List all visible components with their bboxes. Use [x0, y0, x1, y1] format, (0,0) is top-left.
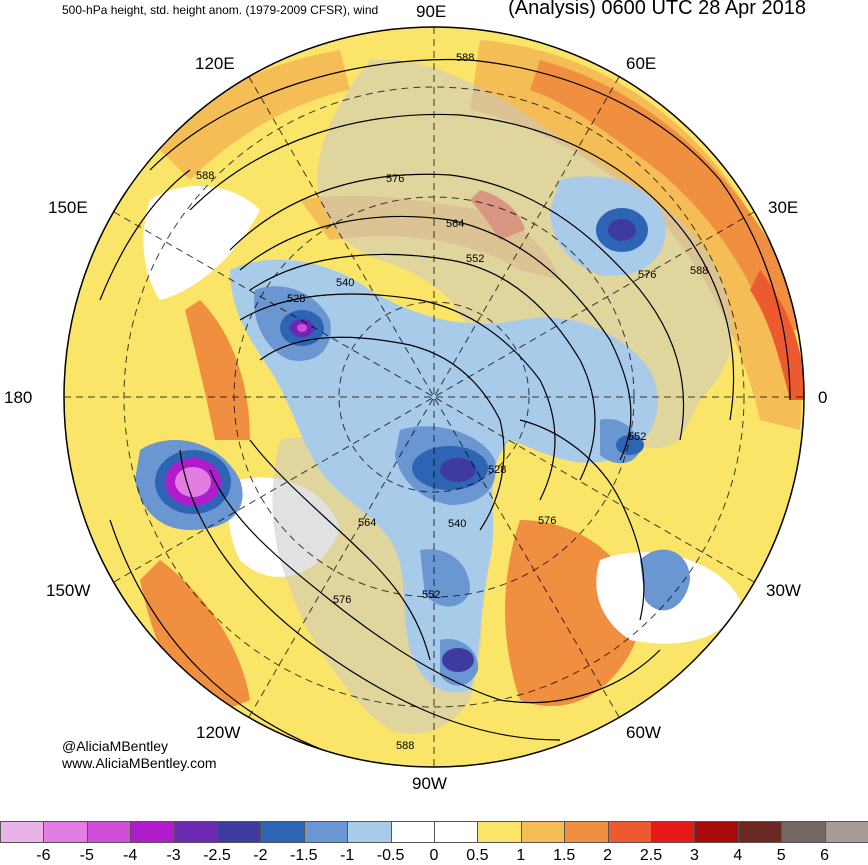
lat-lon-grid [64, 27, 804, 767]
colorbar-swatch [651, 821, 696, 843]
colorbar-swatch [607, 821, 652, 843]
lon-label-120e: 120E [195, 54, 235, 73]
colorbar-tick-label: -3 [166, 847, 181, 864]
colorbar-swatch [434, 821, 479, 843]
contour-label: 552 [628, 431, 646, 443]
colorbar-tick-label: -2.5 [203, 847, 231, 864]
colorbar-swatch [737, 821, 783, 843]
colorbar-swatch [520, 821, 566, 843]
lon-label-150e: 150E [48, 198, 88, 217]
colorbar-tick-label: 4 [733, 847, 743, 864]
contour-label: 576 [638, 269, 656, 281]
contour-label: 528 [488, 464, 506, 476]
lon-label-180: 180 [4, 388, 32, 407]
colorbar-swatch [217, 821, 262, 843]
colorbar-tick-label: 1 [516, 847, 526, 864]
colorbar-swatch [694, 821, 739, 843]
colorbar-swatch [477, 821, 522, 843]
colorbar-swatch [130, 821, 175, 843]
colorbar-tick-label: 0.5 [466, 847, 489, 864]
anomaly-negative-region [420, 549, 470, 607]
colorbar-swatch [390, 821, 435, 843]
polar-map: 588 576 564 552 540 528 528 540 552 564 … [4, 2, 827, 793]
colorbar-swatch [173, 821, 218, 843]
contour-label: 540 [448, 518, 466, 530]
colorbar-tick-label: -5 [79, 847, 94, 864]
contour-label: 576 [386, 173, 404, 185]
colorbar-tick-label: 2 [603, 847, 613, 864]
contour-label: 528 [287, 293, 305, 305]
colorbar-tick-label: 2.5 [639, 847, 663, 864]
analysis-time: (Analysis) 0600 UTC 28 Apr 2018 [508, 0, 806, 19]
anomaly-colorbar: -6 -5 -4 -3 -2.5 -2 -1.5 -1 -0.5 0 0.5 1 1.5 2 2.5 3 4 5 6 [0, 821, 868, 865]
lon-label-90e: 90E [416, 2, 446, 21]
colorbar-swatch [260, 821, 305, 843]
credit-twitter: @AliciaMBentley [62, 738, 169, 754]
contour-label: 588 [456, 52, 474, 64]
low-center [175, 467, 211, 497]
map-border [63, 26, 805, 768]
height-contours [99, 58, 791, 761]
contour-label: 588 [396, 740, 414, 752]
contour-label: 588 [196, 170, 214, 182]
colorbar-swatch [43, 821, 88, 843]
contour-label: 576 [538, 515, 556, 527]
contour-label: 540 [336, 277, 354, 289]
colorbar-tick-label: 1.5 [553, 847, 576, 864]
contour-label: 564 [358, 517, 376, 529]
lon-label-60w: 60W [626, 723, 661, 742]
colorbar-swatch [347, 821, 392, 843]
lon-label-60e: 60E [626, 54, 656, 73]
low-center [608, 219, 636, 241]
lon-label-0: 0 [818, 388, 827, 407]
anomaly-neutral-region [143, 186, 260, 300]
colorbar-swatch [303, 821, 349, 843]
colorbar-tick-label: -4 [123, 847, 138, 864]
lon-label-150w: 150W [46, 581, 90, 600]
colorbar-tick-label: -6 [36, 847, 51, 864]
contour-label: 552 [466, 253, 484, 265]
lon-label-30w: 30W [766, 581, 801, 600]
colorbar-tick-label: -2 [253, 847, 268, 864]
contour-label: 552 [422, 589, 440, 601]
colorbar-swatch [781, 821, 826, 843]
low-center [297, 324, 307, 332]
colorbar-swatch [86, 821, 132, 843]
colorbar-tick-label: -0.5 [376, 847, 405, 864]
contour-label: 576 [333, 594, 351, 606]
low-center [616, 435, 644, 455]
low-center [440, 458, 476, 482]
colorbar-tick-label: -1.5 [290, 847, 318, 864]
colorbar-tick-label: 3 [689, 847, 699, 864]
contour-label: 588 [690, 265, 708, 277]
longitude-labels: 90E 60E 30E 0 30W 60W 90W 120W 150W 180 … [4, 2, 827, 793]
lon-label-90w: 90W [412, 774, 447, 793]
anomaly-negative-region [640, 549, 690, 611]
low-center [442, 648, 474, 672]
colorbar-tick-label: 0 [429, 847, 439, 864]
colorbar-swatch [824, 821, 868, 843]
colorbar-tick-label: -1 [340, 847, 355, 864]
anomaly-red-region [750, 270, 804, 400]
contour-labels: 588 576 564 552 540 528 528 540 552 564 … [196, 52, 708, 752]
credit-website: www.AliciaMBentley.com [62, 755, 217, 771]
anomaly-orange-region [140, 560, 250, 720]
colorbar-swatch [564, 821, 609, 843]
colorbar-tick-label: 6 [820, 847, 830, 864]
lon-label-120w: 120W [196, 723, 240, 742]
map-title: 500-hPa height, std. height anom. (1979-… [62, 3, 379, 17]
colorbar-tick-label: 5 [776, 847, 786, 864]
contour-label: 564 [446, 218, 464, 230]
lon-label-30e: 30E [768, 198, 798, 217]
colorbar-swatch [0, 821, 45, 843]
anomaly-orange-region [185, 300, 250, 440]
